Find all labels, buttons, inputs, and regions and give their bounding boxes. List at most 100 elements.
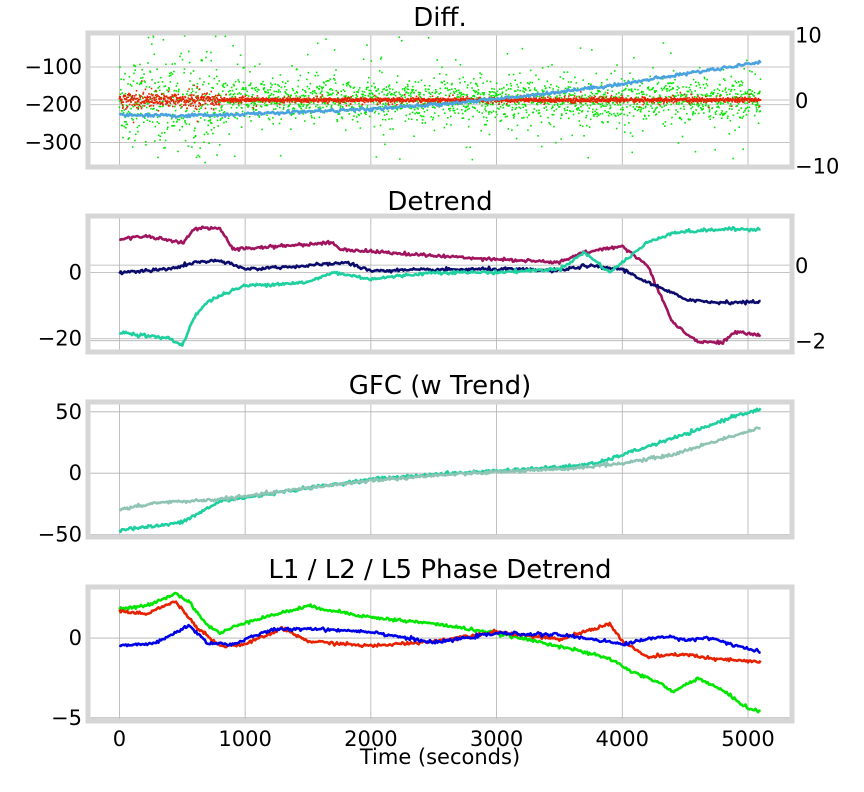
- scatter-point: [188, 173, 190, 175]
- scatter-point: [662, 99, 664, 102]
- scatter-point: [466, 108, 469, 111]
- scatter-point: [532, 98, 534, 100]
- scatter-point: [125, 123, 128, 126]
- scatter-point: [229, 89, 231, 92]
- scatter-point: [339, 99, 342, 102]
- scatter-point: [322, 86, 325, 89]
- scatter-point: [139, 101, 142, 104]
- scatter-point: [370, 89, 372, 92]
- scatter-point: [235, 98, 237, 101]
- scatter-point: [235, 98, 238, 100]
- scatter-point: [188, 123, 191, 126]
- scatter-point: [556, 97, 559, 99]
- y-tick-label: −300: [24, 130, 82, 154]
- scatter-point: [522, 116, 525, 119]
- scatter-point: [613, 70, 616, 72]
- scatter-point: [559, 94, 561, 97]
- scatter-point: [416, 107, 419, 109]
- scatter-point: [316, 95, 318, 98]
- scatter-point: [639, 110, 642, 113]
- scatter-point: [355, 97, 358, 100]
- scatter-point: [745, 97, 748, 100]
- scatter-point: [407, 118, 410, 120]
- scatter-point: [398, 91, 400, 94]
- scatter-point: [513, 115, 515, 117]
- scatter-point: [374, 97, 377, 100]
- scatter-point: [664, 125, 666, 127]
- scatter-point: [167, 97, 169, 100]
- scatter-point: [514, 90, 517, 92]
- scatter-point: [126, 123, 128, 126]
- scatter-point: [343, 95, 346, 98]
- scatter-point: [632, 100, 635, 103]
- scatter-point: [718, 106, 720, 109]
- scatter-point: [628, 88, 631, 91]
- scatter-point: [141, 76, 144, 79]
- scatter-point: [476, 85, 479, 87]
- scatter-point: [437, 115, 440, 117]
- scatter-point: [445, 73, 448, 76]
- scatter-point: [172, 125, 174, 127]
- scatter-point: [428, 85, 431, 87]
- scatter-point: [319, 92, 322, 95]
- scatter-point: [170, 96, 172, 98]
- scatter-point: [573, 99, 575, 101]
- scatter-point: [570, 98, 572, 101]
- scatter-point: [381, 118, 384, 121]
- scatter-point: [640, 91, 643, 94]
- scatter-point: [602, 99, 604, 101]
- scatter-point: [216, 94, 219, 97]
- scatter-point: [429, 101, 431, 103]
- scatter-point: [675, 109, 677, 111]
- scatter-point: [375, 90, 378, 92]
- scatter-point: [240, 100, 243, 103]
- scatter-point: [142, 104, 144, 107]
- scatter-point: [701, 94, 704, 97]
- scatter-point: [298, 104, 300, 107]
- scatter-point: [634, 99, 637, 102]
- scatter-point: [490, 95, 492, 97]
- scatter-point: [738, 98, 741, 101]
- scatter-point: [272, 98, 275, 101]
- scatter-point: [391, 100, 393, 103]
- scatter-point: [299, 97, 302, 99]
- scatter-point: [207, 96, 210, 98]
- scatter-point: [661, 89, 664, 91]
- scatter-point: [208, 93, 211, 96]
- scatter-point: [489, 91, 492, 94]
- scatter-point: [194, 127, 196, 130]
- scatter-point: [156, 121, 159, 123]
- scatter-point: [199, 77, 201, 80]
- scatter-point: [233, 100, 236, 102]
- scatter-point: [662, 123, 664, 125]
- scatter-point: [400, 95, 403, 98]
- scatter-point: [383, 93, 385, 96]
- y-tick-label: 0: [69, 260, 82, 284]
- scatter-point: [576, 108, 578, 111]
- scatter-point: [600, 100, 603, 103]
- scatter-point: [414, 81, 417, 83]
- scatter-point: [522, 99, 525, 102]
- scatter-point: [200, 97, 203, 100]
- scatter-point: [178, 98, 180, 100]
- scatter-point: [538, 95, 541, 98]
- scatter-point: [396, 97, 398, 99]
- scatter-point: [534, 98, 536, 100]
- scatter-point: [543, 101, 546, 103]
- scatter-point: [580, 97, 583, 100]
- scatter-point: [174, 109, 177, 112]
- scatter-point: [507, 100, 509, 103]
- scatter-point: [526, 116, 529, 119]
- scatter-point: [729, 105, 731, 107]
- scatter-point: [260, 105, 263, 108]
- scatter-point: [251, 100, 253, 103]
- scatter-point: [716, 94, 718, 97]
- scatter-point: [423, 103, 425, 105]
- scatter-point: [164, 139, 167, 142]
- scatter-point: [188, 50, 190, 53]
- scatter-point: [174, 62, 176, 65]
- scatter-point: [558, 97, 560, 99]
- scatter-point: [657, 102, 659, 105]
- scatter-point: [670, 82, 673, 85]
- scatter-point: [590, 99, 592, 102]
